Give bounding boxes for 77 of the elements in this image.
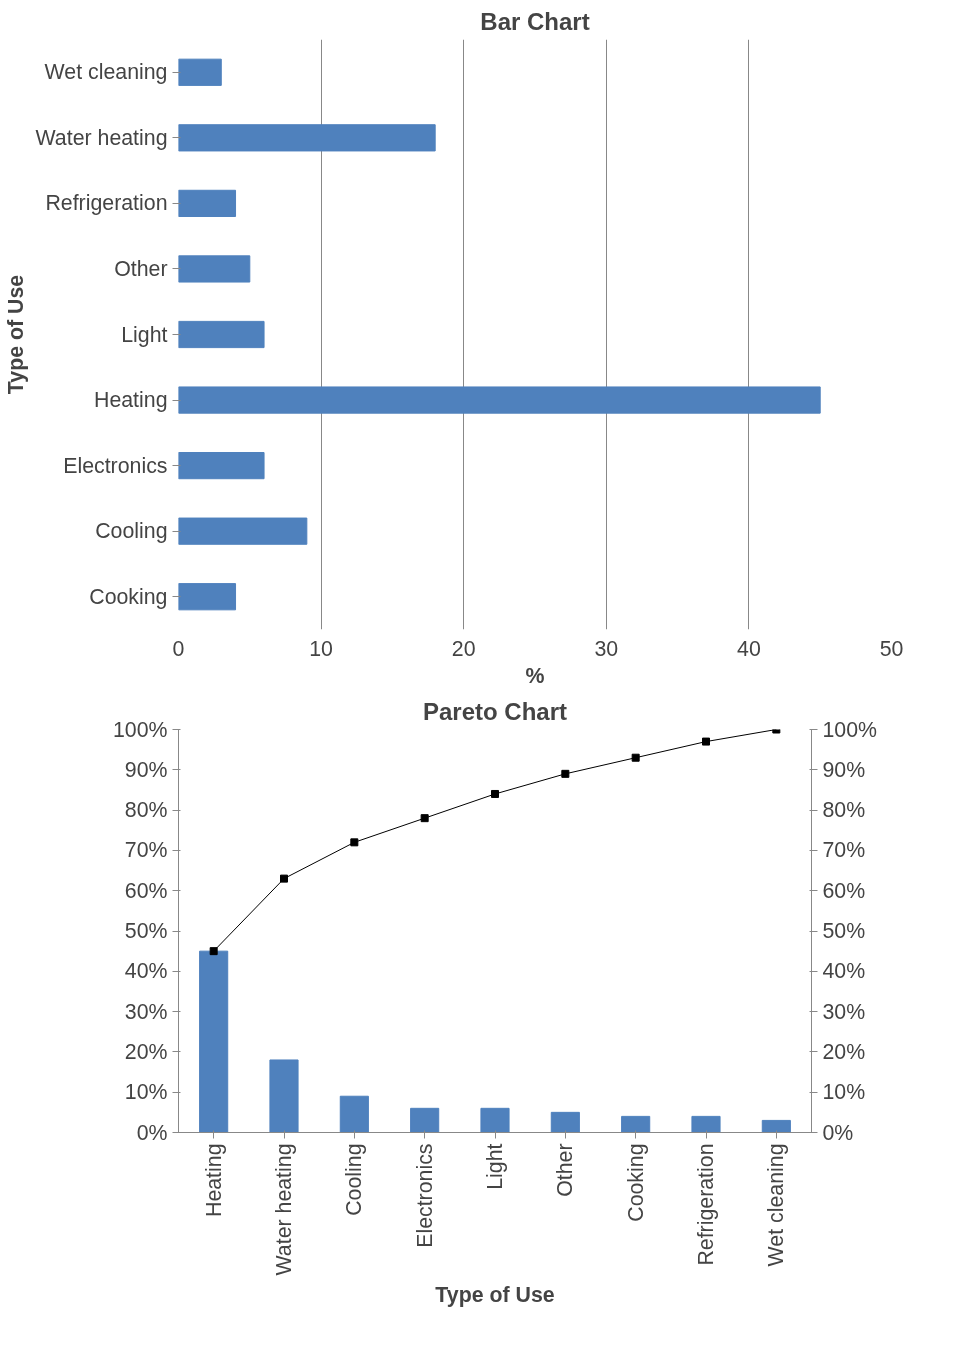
y2-tick-label: 10%: [822, 1080, 866, 1105]
x-tick-label: Light: [483, 1143, 507, 1190]
point: [420, 814, 429, 823]
x-tick-label: Other: [553, 1143, 578, 1197]
y-tick-label: 50%: [124, 919, 168, 943]
y-tick-label: Electronics: [63, 453, 168, 478]
x-tick-label: 0: [172, 636, 185, 661]
y-tick-label: 0%: [136, 1120, 168, 1145]
bar: [178, 124, 436, 152]
bar: [178, 320, 265, 349]
point: [702, 737, 710, 746]
bar: [761, 1119, 791, 1133]
bar: [178, 189, 237, 217]
y2-tick-label: 20%: [822, 1039, 866, 1064]
y-tick-label: Heating: [93, 388, 168, 413]
bar: [410, 1107, 440, 1133]
y-axis-title: Type of Use: [3, 274, 28, 395]
y-tick-label: Cooking: [89, 584, 168, 609]
y2-tick-label: 80%: [822, 798, 866, 823]
y2-tick-label: 0%: [822, 1120, 854, 1145]
x-tick-label: Electronics: [412, 1143, 437, 1248]
y-tick-label: Light: [121, 322, 168, 347]
y-tick-label: Water heating: [35, 125, 168, 150]
chart-title: Pareto Chart: [422, 697, 568, 725]
chart-title: Bar Chart: [480, 7, 590, 35]
bar: [269, 1059, 299, 1133]
y-tick-label: Other: [114, 256, 168, 281]
x-tick-label: Refrigeration: [694, 1143, 718, 1266]
y-tick-label: 90%: [124, 757, 168, 782]
point: [280, 874, 288, 883]
y-tick-label: 80%: [124, 798, 168, 823]
x-tick-label: 30: [594, 636, 619, 661]
bar: [480, 1107, 510, 1133]
point: [491, 789, 499, 798]
x-axis-title: %: [525, 663, 545, 688]
x-tick-label: Wet cleaning: [764, 1143, 789, 1267]
bar: [178, 386, 821, 414]
point: [561, 769, 570, 778]
y2-tick-label: 90%: [822, 757, 866, 782]
x-tick-label: 50: [879, 636, 904, 661]
y2-tick-label: 70%: [822, 838, 866, 863]
x-tick-label: 20: [451, 636, 476, 661]
bar: [199, 950, 229, 1133]
bar: [178, 583, 237, 611]
y-tick-label: 40%: [124, 959, 168, 984]
bar: [550, 1111, 580, 1133]
bar: [691, 1115, 721, 1133]
x-tick-label: Heating: [201, 1143, 226, 1218]
y2-tick-label: 40%: [822, 959, 866, 984]
y-tick-label: Wet cleaning: [44, 60, 168, 85]
y2-tick-label: 50%: [822, 919, 866, 943]
point: [350, 838, 359, 847]
y-tick-label: 20%: [124, 1039, 168, 1064]
y-tick-label: 100%: [112, 717, 168, 742]
y2-tick-label: 100%: [822, 717, 878, 742]
y-tick-label: Cooling: [95, 519, 168, 544]
x-axis-title: Type of Use: [435, 1283, 555, 1308]
y-tick-label: 60%: [124, 878, 168, 903]
bar: [178, 255, 251, 283]
bar: [178, 517, 308, 545]
x-tick-label: 40: [737, 636, 761, 661]
y2-tick-label: 30%: [822, 999, 866, 1024]
bar: [339, 1095, 369, 1133]
point: [631, 753, 640, 762]
y-tick-label: 70%: [124, 838, 168, 863]
x-tick-label: 10: [309, 636, 334, 661]
y-tick-label: 10%: [124, 1080, 168, 1105]
y-tick-label: Refrigeration: [45, 191, 168, 216]
x-tick-label: Water heating: [272, 1143, 296, 1276]
y-tick-label: 30%: [124, 999, 168, 1024]
x-tick-label: Cooking: [623, 1143, 648, 1222]
x-tick-label: Cooling: [342, 1143, 367, 1216]
bar: [621, 1115, 651, 1133]
bar: [178, 58, 222, 86]
bar: [178, 452, 265, 480]
y2-tick-label: 60%: [822, 878, 866, 903]
point: [209, 947, 218, 956]
